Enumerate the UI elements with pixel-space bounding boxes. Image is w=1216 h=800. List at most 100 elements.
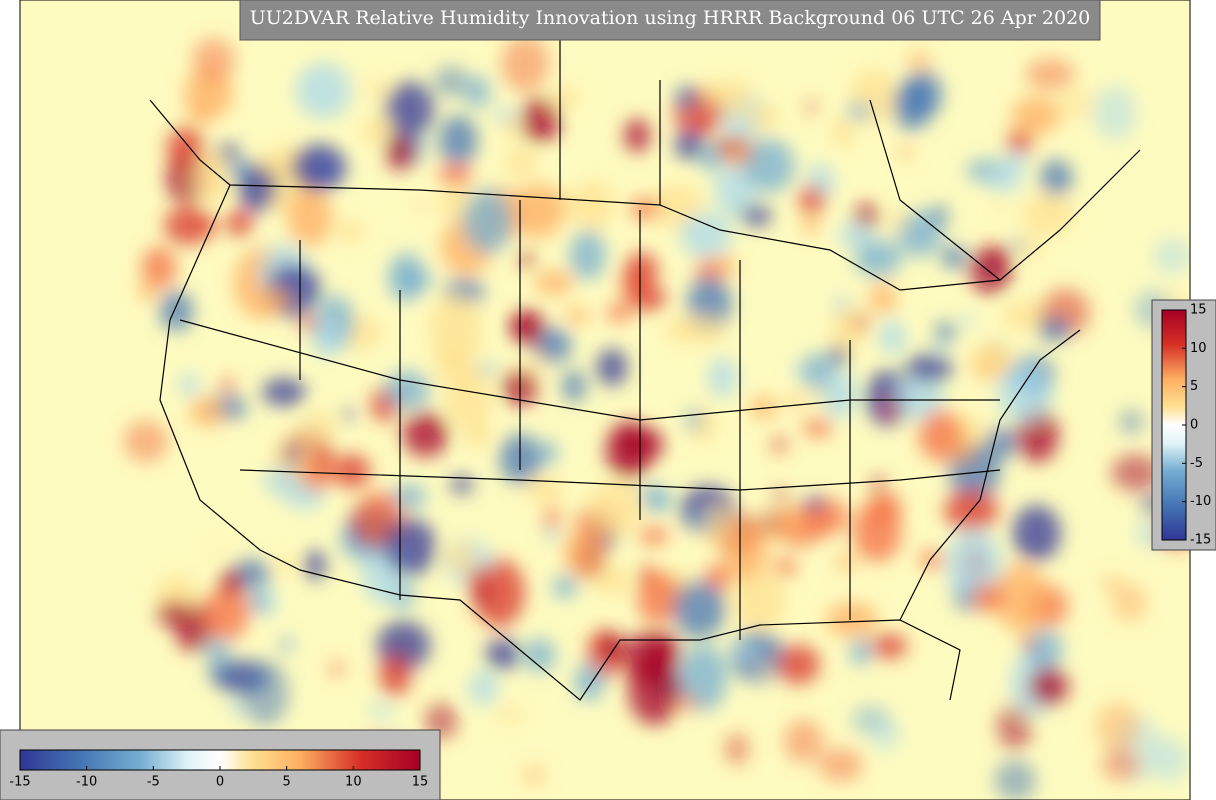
field-blob bbox=[250, 596, 265, 608]
field-blob bbox=[464, 76, 490, 109]
title-box bbox=[239, 0, 1101, 41]
field-blob bbox=[538, 440, 558, 465]
field-blob bbox=[311, 319, 344, 357]
field-blob bbox=[871, 476, 885, 491]
field-blob bbox=[725, 733, 749, 765]
field-blob bbox=[838, 222, 874, 249]
field-blob bbox=[600, 633, 625, 661]
field-blob bbox=[207, 662, 238, 682]
field-blob bbox=[562, 369, 586, 403]
field-blob bbox=[896, 210, 943, 257]
field-blob bbox=[209, 545, 223, 554]
field-blob bbox=[723, 526, 768, 581]
field-blob bbox=[1037, 316, 1071, 342]
field-blob bbox=[443, 541, 477, 573]
field-blob bbox=[852, 315, 870, 330]
field-blob bbox=[385, 81, 434, 137]
field-blob bbox=[179, 372, 199, 397]
field-blob bbox=[287, 188, 333, 247]
field-blob bbox=[952, 436, 974, 464]
field-blob bbox=[906, 48, 932, 73]
field-blob bbox=[468, 670, 499, 706]
field-blob bbox=[853, 204, 879, 229]
field-blob bbox=[731, 572, 787, 630]
field-blob bbox=[805, 102, 819, 113]
field-blob bbox=[534, 270, 574, 296]
field-blob bbox=[625, 251, 658, 290]
field-blob bbox=[493, 704, 525, 725]
field-blob bbox=[123, 420, 169, 463]
field-blob bbox=[402, 411, 449, 457]
colorbar-tick-label: 5 bbox=[1190, 379, 1198, 394]
field-blob bbox=[191, 151, 231, 204]
field-blob bbox=[428, 293, 483, 368]
field-blob bbox=[730, 630, 785, 683]
field-blob bbox=[722, 78, 752, 119]
title: UU2DVAR Relative Humidity Innovation usi… bbox=[250, 7, 1091, 29]
field-blob bbox=[1040, 159, 1073, 197]
field-blob bbox=[776, 644, 820, 685]
field-blob bbox=[574, 663, 605, 702]
field-blob bbox=[918, 410, 964, 462]
field-blob bbox=[192, 38, 236, 83]
field-blob bbox=[836, 552, 854, 572]
field-blob bbox=[904, 70, 943, 119]
field-blob bbox=[993, 200, 1006, 213]
field-blob bbox=[563, 528, 604, 579]
field-blob bbox=[879, 320, 907, 355]
field-blob bbox=[360, 116, 396, 145]
field-blob bbox=[675, 85, 698, 110]
field-blob bbox=[438, 163, 473, 187]
field-blob bbox=[831, 116, 856, 149]
field-blob bbox=[552, 575, 579, 599]
field-blob bbox=[156, 601, 191, 626]
field-blob bbox=[1010, 240, 1026, 251]
field-blob bbox=[1153, 237, 1190, 275]
field-blob bbox=[1012, 505, 1061, 562]
field-blob bbox=[139, 280, 157, 303]
field-blob bbox=[464, 417, 490, 451]
field-blob bbox=[624, 118, 651, 153]
field-blob bbox=[523, 638, 556, 673]
field-blob bbox=[241, 660, 289, 726]
field-blob bbox=[889, 209, 907, 231]
field-blob bbox=[935, 321, 955, 343]
field-blob bbox=[1095, 701, 1140, 753]
field-blob bbox=[802, 418, 833, 438]
field-blob bbox=[438, 115, 478, 166]
field-blob bbox=[997, 362, 1052, 423]
field-blob bbox=[831, 308, 864, 352]
field-blob bbox=[985, 168, 1022, 192]
field-blob bbox=[379, 653, 411, 697]
field-blob bbox=[830, 345, 848, 366]
field-blob bbox=[624, 631, 671, 684]
boundaries bbox=[149, 40, 1141, 701]
field-blob bbox=[1006, 130, 1033, 156]
field-blob bbox=[833, 297, 850, 313]
field-blob bbox=[485, 638, 520, 671]
field-blob bbox=[803, 496, 826, 511]
field-blob bbox=[1092, 85, 1137, 141]
field-blob bbox=[263, 466, 301, 495]
colorbar-tick-label: -10 bbox=[76, 775, 97, 790]
field-blob bbox=[636, 570, 680, 625]
field-blob bbox=[332, 454, 371, 488]
field-blob bbox=[535, 351, 549, 361]
colorbar-tick-label: 15 bbox=[412, 775, 429, 790]
field-blob bbox=[478, 363, 495, 375]
field-blob bbox=[330, 661, 343, 677]
field-blob bbox=[1100, 575, 1122, 592]
field-blob bbox=[1011, 96, 1060, 136]
field-blob bbox=[850, 638, 872, 666]
field-blob bbox=[384, 518, 437, 576]
field-blob bbox=[673, 580, 726, 638]
field-blob bbox=[1021, 194, 1074, 236]
field-blob bbox=[1111, 454, 1161, 492]
field-blob bbox=[1028, 666, 1069, 706]
field-blob bbox=[503, 148, 538, 177]
field-blob bbox=[395, 267, 432, 292]
field-blob bbox=[997, 703, 1032, 751]
field-blob bbox=[673, 693, 700, 712]
field-blob bbox=[707, 357, 738, 398]
